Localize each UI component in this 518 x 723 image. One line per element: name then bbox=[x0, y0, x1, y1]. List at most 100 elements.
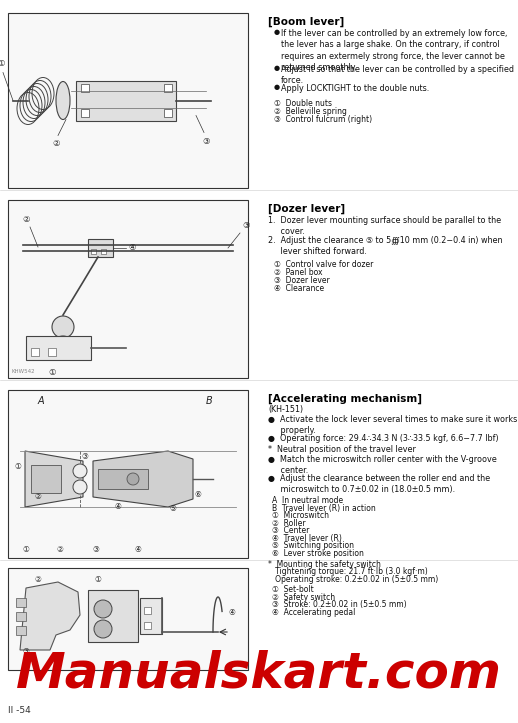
Text: ④  Accelerating pedal: ④ Accelerating pedal bbox=[272, 608, 355, 617]
Ellipse shape bbox=[56, 82, 70, 119]
Bar bbox=[48, 348, 56, 356]
Text: ③  Stroke: 0.2±0.02 in (5±0.5 mm): ③ Stroke: 0.2±0.02 in (5±0.5 mm) bbox=[272, 601, 407, 609]
Text: A: A bbox=[38, 396, 45, 406]
Bar bbox=[8, 568, 248, 670]
Circle shape bbox=[52, 336, 74, 358]
Text: *  Mounting the safety switch: * Mounting the safety switch bbox=[268, 560, 381, 569]
Text: Manualskart.com: Manualskart.com bbox=[16, 650, 502, 698]
Text: ⑤: ⑤ bbox=[169, 504, 177, 513]
Text: ①: ① bbox=[15, 462, 21, 471]
Text: ●  Activate the lock lever several times to make sure it works
     properly.: ● Activate the lock lever several times … bbox=[268, 415, 517, 435]
Text: ●: ● bbox=[274, 65, 280, 71]
Bar bbox=[144, 607, 151, 614]
Bar bbox=[144, 622, 151, 629]
Text: 2.  Adjust the clearance ⑤ to 5∰10 mm (0.2−0.4 in) when
     lever shifted forwa: 2. Adjust the clearance ⑤ to 5∰10 mm (0.… bbox=[268, 236, 502, 257]
Text: 1.  Dozer lever mounting surface should be parallel to the
     cover.: 1. Dozer lever mounting surface should b… bbox=[268, 216, 501, 236]
Text: ④: ④ bbox=[228, 608, 236, 617]
Bar bbox=[31, 465, 61, 493]
Text: ②  Panel box: ② Panel box bbox=[274, 268, 323, 277]
Text: If the lever can be controlled by an extremely low force,
the lever has a large : If the lever can be controlled by an ext… bbox=[281, 29, 507, 72]
Bar bbox=[88, 239, 113, 257]
Text: *  Neutral position of the travel lever: * Neutral position of the travel lever bbox=[268, 445, 416, 453]
Text: Adjust it so that the lever can be controlled by a specified
force.: Adjust it so that the lever can be contr… bbox=[281, 65, 514, 85]
Text: ●: ● bbox=[274, 84, 280, 90]
Text: ①  Double nuts: ① Double nuts bbox=[274, 98, 332, 108]
Text: Apply LOCKTIGHT to the double nuts.: Apply LOCKTIGHT to the double nuts. bbox=[281, 84, 429, 93]
Bar bbox=[81, 108, 89, 116]
Bar bbox=[88, 590, 138, 642]
Text: ⑥: ⑥ bbox=[195, 490, 202, 499]
Text: ④: ④ bbox=[114, 502, 121, 511]
Text: ⑤  Switching position: ⑤ Switching position bbox=[272, 541, 354, 550]
Text: ●  Adjust the clearance between the roller end and the
     microswitch to 0.7±0: ● Adjust the clearance between the rolle… bbox=[268, 474, 490, 495]
Polygon shape bbox=[93, 451, 193, 507]
Text: ①: ① bbox=[95, 575, 102, 584]
Text: ①: ① bbox=[23, 544, 30, 554]
Text: ●  Match the microswitch roller center with the V-groove
     center.: ● Match the microswitch roller center wi… bbox=[268, 455, 497, 476]
Text: ③: ③ bbox=[93, 544, 99, 554]
Text: (KH-151): (KH-151) bbox=[268, 405, 303, 414]
Text: [Boom lever]: [Boom lever] bbox=[268, 17, 344, 27]
Polygon shape bbox=[25, 451, 83, 507]
Text: B  Travel lever (R) in action: B Travel lever (R) in action bbox=[272, 503, 376, 513]
Text: ①  Microswitch: ① Microswitch bbox=[272, 511, 329, 520]
Circle shape bbox=[73, 480, 87, 494]
Text: ①  Control valve for dozer: ① Control valve for dozer bbox=[274, 260, 373, 269]
Bar bbox=[76, 80, 176, 121]
Circle shape bbox=[127, 473, 139, 485]
Text: [Accelerating mechanism]: [Accelerating mechanism] bbox=[268, 394, 422, 404]
Circle shape bbox=[94, 600, 112, 618]
Text: ④  Travel lever (R): ④ Travel lever (R) bbox=[272, 534, 342, 542]
Text: ③: ③ bbox=[23, 647, 30, 656]
Text: ②: ② bbox=[52, 139, 60, 147]
Text: ②  Belleville spring: ② Belleville spring bbox=[274, 106, 347, 116]
Text: ③  Dozer lever: ③ Dozer lever bbox=[274, 276, 330, 285]
Bar bbox=[164, 108, 172, 116]
Text: ②: ② bbox=[56, 544, 63, 554]
Bar bbox=[164, 83, 172, 92]
Text: Operating stroke: 0.2±0.02 in (5±0.5 mm): Operating stroke: 0.2±0.02 in (5±0.5 mm) bbox=[268, 575, 438, 584]
Text: ③  Control fulcrum (right): ③ Control fulcrum (right) bbox=[274, 114, 372, 124]
Text: ②: ② bbox=[35, 575, 41, 584]
Text: [Dozer lever]: [Dozer lever] bbox=[268, 204, 345, 214]
Text: ②  Safety switch: ② Safety switch bbox=[272, 593, 335, 602]
Text: ④: ④ bbox=[135, 544, 141, 554]
Text: ②: ② bbox=[22, 215, 30, 224]
Bar bbox=[8, 13, 248, 188]
Text: ①: ① bbox=[48, 368, 56, 377]
Text: ④: ④ bbox=[128, 244, 136, 252]
Bar bbox=[8, 390, 248, 558]
Circle shape bbox=[73, 464, 87, 478]
Text: ①: ① bbox=[0, 59, 5, 69]
Text: ②: ② bbox=[35, 492, 41, 501]
Bar bbox=[26, 336, 91, 360]
Text: II -54: II -54 bbox=[8, 706, 31, 715]
Text: KHW542: KHW542 bbox=[12, 369, 36, 374]
Text: ③: ③ bbox=[81, 452, 89, 461]
Bar bbox=[31, 348, 39, 356]
Text: ③: ③ bbox=[242, 221, 250, 230]
Text: ①  Set-bolt: ① Set-bolt bbox=[272, 586, 314, 594]
Text: ●: ● bbox=[274, 29, 280, 35]
Bar bbox=[16, 612, 26, 621]
Bar bbox=[16, 626, 26, 635]
Text: ③: ③ bbox=[202, 137, 210, 145]
Bar bbox=[16, 598, 26, 607]
Text: Tightening torque: 21.7 ft·lb (3.0 kgf·m): Tightening torque: 21.7 ft·lb (3.0 kgf·m… bbox=[268, 568, 428, 576]
Bar bbox=[98, 469, 148, 489]
Text: B: B bbox=[206, 396, 213, 406]
Circle shape bbox=[94, 620, 112, 638]
Bar bbox=[101, 249, 106, 254]
Circle shape bbox=[52, 316, 74, 338]
Bar bbox=[140, 598, 162, 634]
Bar bbox=[81, 83, 89, 92]
Bar bbox=[91, 249, 96, 254]
Polygon shape bbox=[20, 582, 80, 650]
Text: ②  Roller: ② Roller bbox=[272, 518, 306, 528]
Text: A  In neutral mode: A In neutral mode bbox=[272, 496, 343, 505]
Text: ●  Operating force: 29.4∴34.3 N (3∴33.5 kgf, 6.6−7.7 lbf): ● Operating force: 29.4∴34.3 N (3∴33.5 k… bbox=[268, 434, 499, 443]
Text: ⑥  Lever stroke position: ⑥ Lever stroke position bbox=[272, 549, 364, 557]
Bar bbox=[8, 200, 248, 378]
Text: ③  Center: ③ Center bbox=[272, 526, 309, 535]
Text: ④  Clearance: ④ Clearance bbox=[274, 284, 324, 293]
